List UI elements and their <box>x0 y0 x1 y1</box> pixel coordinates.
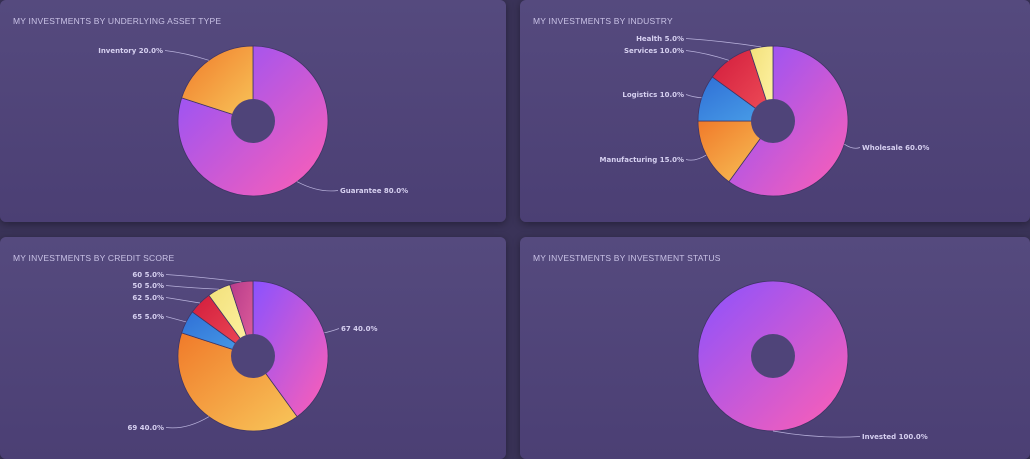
panel-credit-score: MY INVESTMENTS BY CREDIT SCORE 67 40.0% 6… <box>0 237 506 459</box>
data-label-65: 65 5.0% <box>132 313 164 321</box>
leader-line <box>685 50 730 61</box>
leader-line <box>165 297 201 304</box>
data-label-health: Health 5.0% <box>636 35 684 43</box>
data-label-69: 69 40.0% <box>128 424 164 432</box>
data-label-manufacturing: Manufacturing 15.0% <box>600 156 684 164</box>
data-label-67: 67 40.0% <box>341 325 377 333</box>
donut-chart-asset-type[interactable]: Guarantee 80.0% Inventory 20.0% <box>0 0 506 222</box>
leader-line <box>164 50 210 61</box>
leader-line <box>685 94 702 99</box>
data-label-50: 50 5.0% <box>132 282 164 290</box>
panel-industry: MY INVESTMENTS BY INDUSTRY Wholesale 60.… <box>520 0 1030 222</box>
leader-line <box>772 430 861 438</box>
chart-title: MY INVESTMENTS BY UNDERLYING ASSET TYPE <box>13 16 222 26</box>
data-label-guarantee: Guarantee 80.0% <box>340 187 408 195</box>
leader-line <box>685 154 707 161</box>
leader-line <box>165 316 187 323</box>
leader-line <box>165 274 242 283</box>
donut-hole <box>751 334 795 378</box>
chart-title: MY INVESTMENTS BY INVESTMENT STATUS <box>533 253 721 263</box>
donut-chart-credit-score[interactable]: 67 40.0% 69 40.0% 65 5.0% 62 5.0% 50 5.0% 60 … <box>0 237 506 459</box>
data-label-wholesale: Wholesale 60.0% <box>862 144 929 152</box>
donut-chart-investment-status[interactable]: Invested 100.0% <box>520 237 1030 459</box>
data-label-logistics: Logistics 10.0% <box>622 91 684 99</box>
donut-hole <box>231 99 275 143</box>
leader-line <box>165 416 210 429</box>
pie-slice-67[interactable] <box>252 280 329 418</box>
data-label-invested: Invested 100.0% <box>862 433 928 441</box>
pie-slice-69[interactable] <box>177 332 298 432</box>
data-label-services: Services 10.0% <box>624 47 684 55</box>
leader-line <box>165 285 219 290</box>
data-label-inventory: Inventory 20.0% <box>98 47 163 55</box>
data-label-60: 60 5.0% <box>132 271 164 279</box>
pie-slice-manufacturing[interactable] <box>697 120 774 183</box>
panel-asset-type: MY INVESTMENTS BY UNDERLYING ASSET TYPE … <box>0 0 506 222</box>
donut-chart-industry[interactable]: Wholesale 60.0% Manufacturing 15.0% Logist… <box>520 0 1030 222</box>
pie-slice-inventory[interactable] <box>181 45 254 122</box>
chart-title: MY INVESTMENTS BY CREDIT SCORE <box>13 253 175 263</box>
donut-hole <box>231 334 275 378</box>
chart-title: MY INVESTMENTS BY INDUSTRY <box>533 16 673 26</box>
data-label-62: 62 5.0% <box>132 294 164 302</box>
leader-line <box>685 38 762 48</box>
leader-line <box>324 328 340 334</box>
panel-investment-status: MY INVESTMENTS BY INVESTMENT STATUS Inve… <box>520 237 1030 459</box>
leader-line <box>844 143 861 149</box>
donut-hole <box>751 99 795 143</box>
leader-line <box>296 181 339 192</box>
